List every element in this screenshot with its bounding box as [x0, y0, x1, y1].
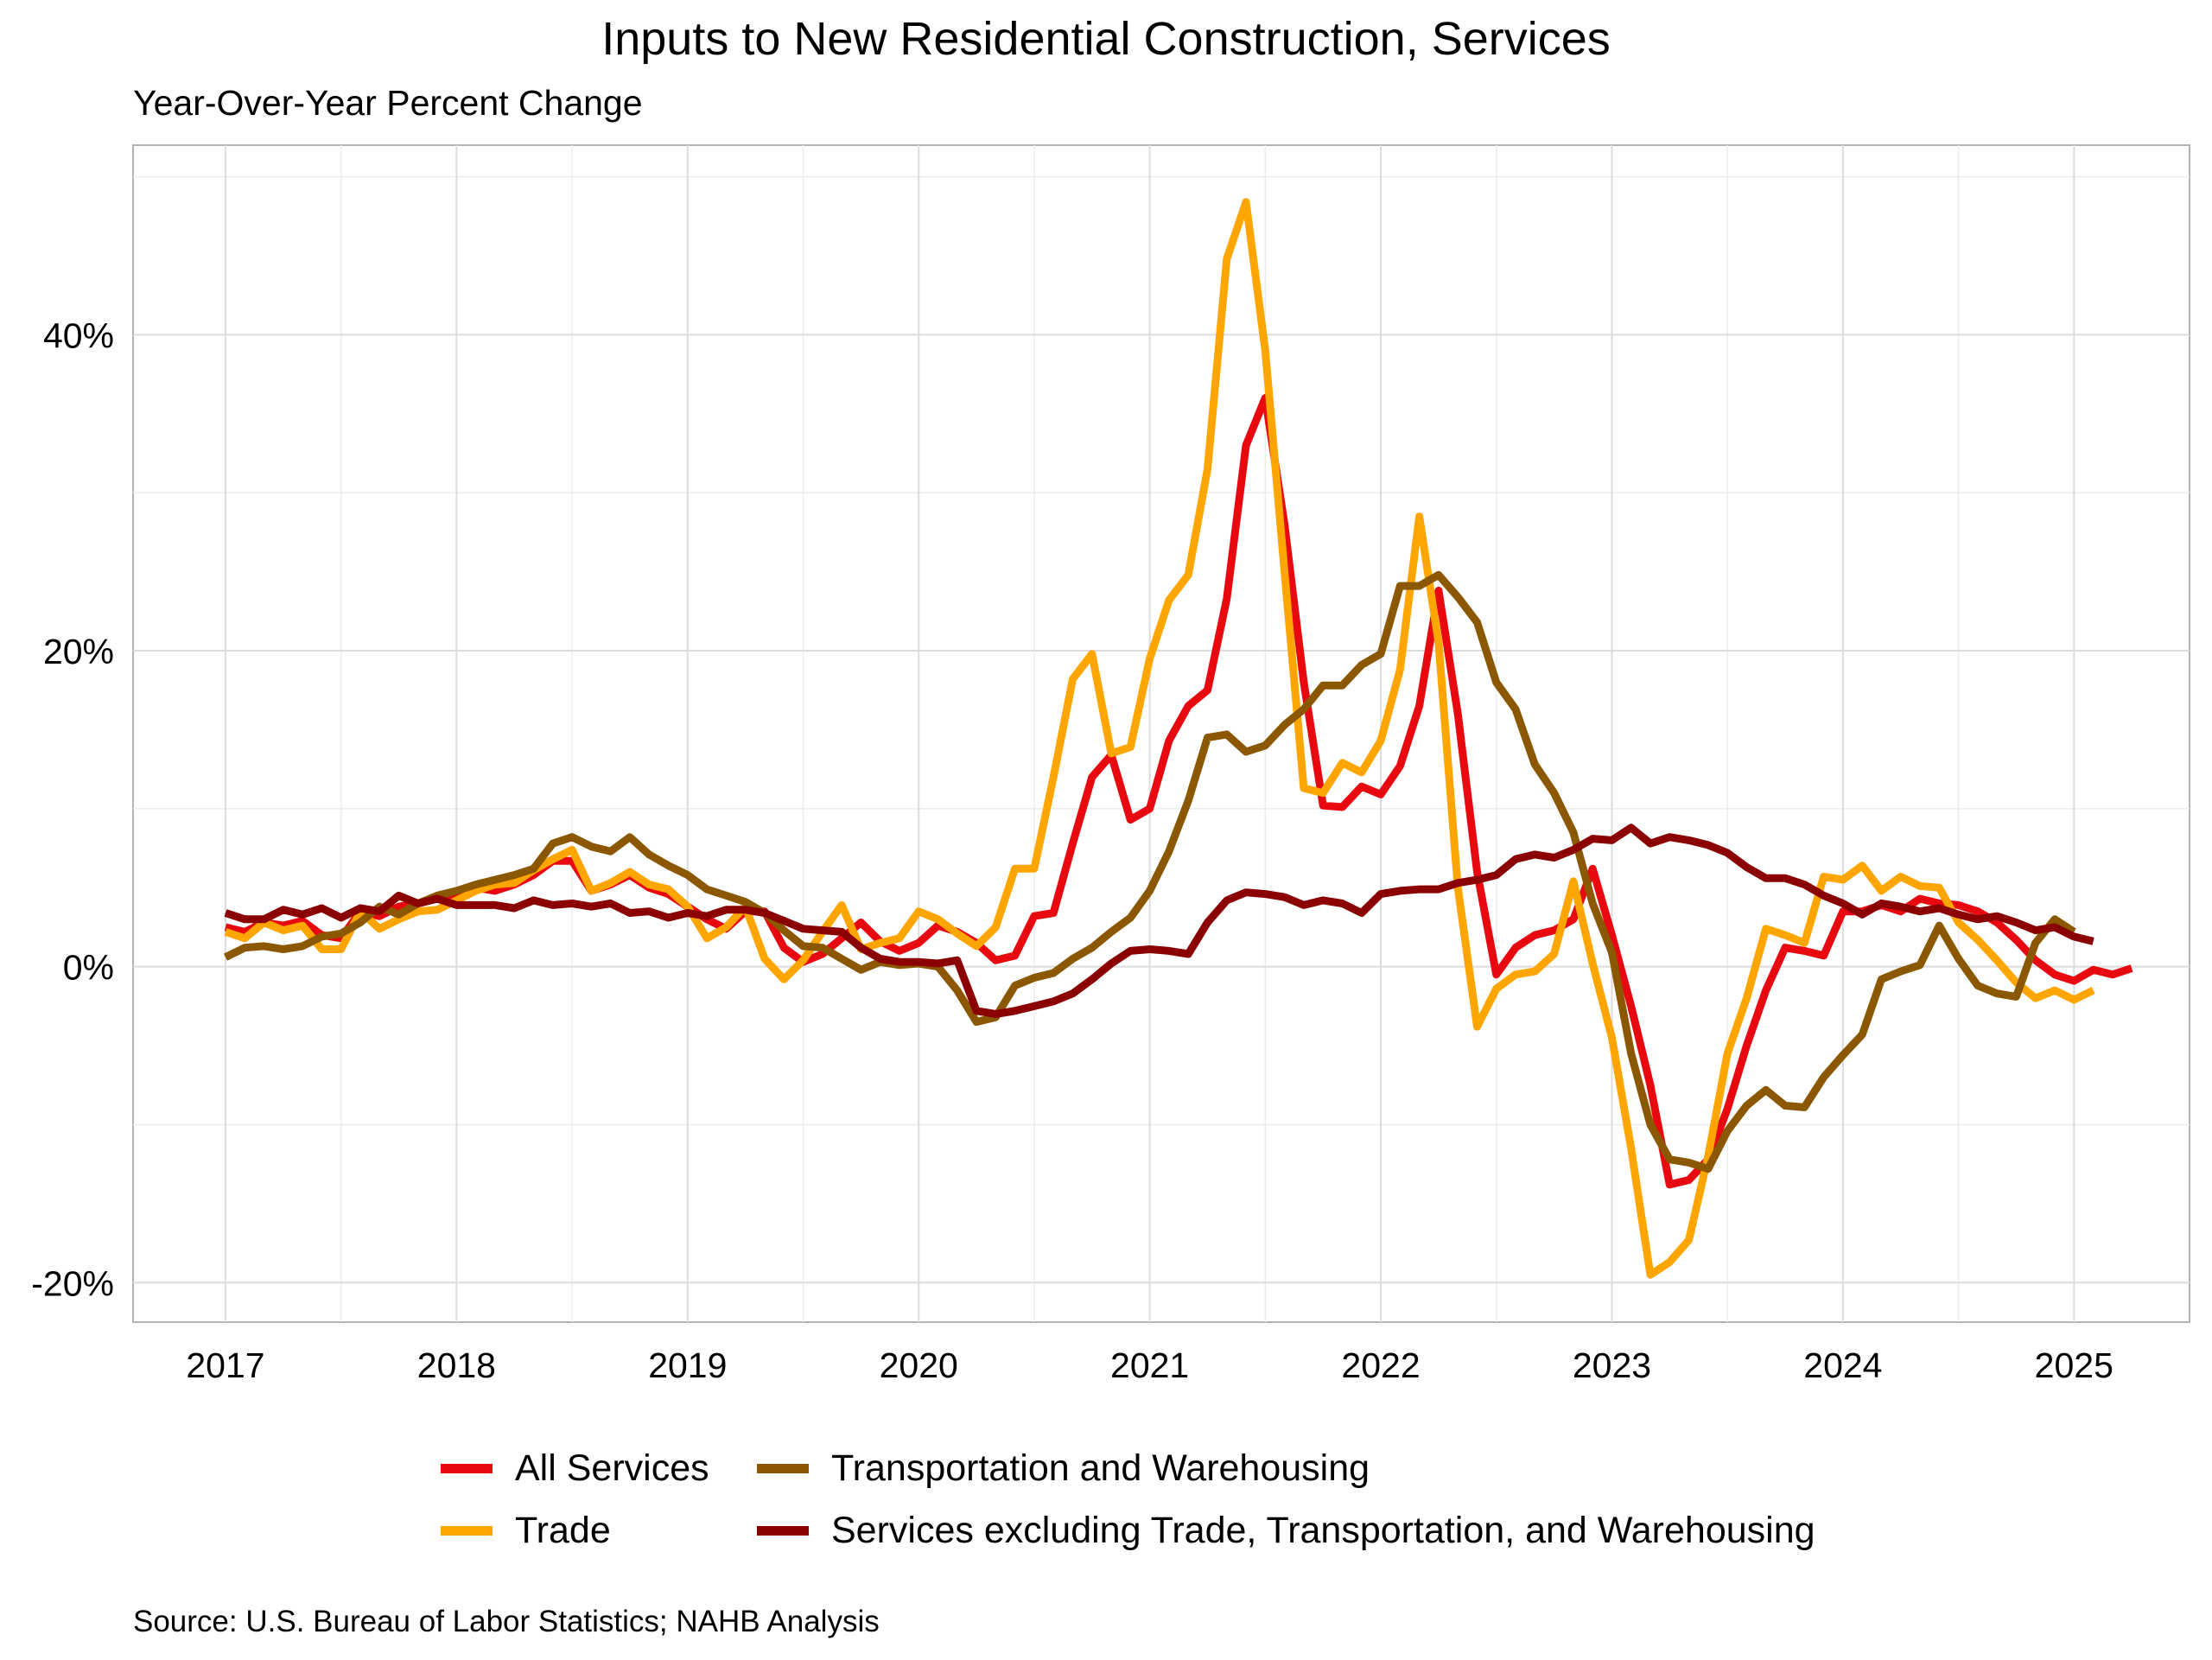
x-tick-label: 2022	[1341, 1345, 1420, 1385]
y-tick-label: 20%	[43, 632, 114, 671]
legend-item-trade: Trade	[441, 1510, 611, 1552]
legend-key-transportation	[757, 1464, 809, 1473]
x-tick-label: 2020	[880, 1345, 958, 1385]
x-axis-ticks: 2017 2018 2019 2020 2021 2022 2023 2024 2025	[186, 1345, 2113, 1385]
series-line-2	[224, 570, 2076, 1173]
x-tick-label: 2023	[1573, 1345, 1651, 1385]
x-tick-label: 2017	[186, 1345, 264, 1385]
grid-lines	[133, 145, 2190, 1322]
legend-key-all-services	[441, 1464, 493, 1473]
legend-label-transportation: Transportation and Warehousing	[831, 1447, 1370, 1489]
series-lines	[224, 198, 2133, 1279]
source-note: Source: U.S. Bureau of Labor Statistics;…	[133, 1605, 880, 1638]
legend-label-services-excluding: Services excluding Trade, Transportation…	[831, 1510, 1815, 1551]
legend-key-services-excluding	[757, 1526, 809, 1536]
series-line-3	[224, 824, 2094, 1018]
legend-item-all-services: All Services	[441, 1447, 709, 1490]
chart-subtitle: Year-Over-Year Percent Change	[133, 83, 643, 123]
legend-item-services-excluding: Services excluding Trade, Transportation…	[757, 1510, 1815, 1552]
legend-item-transportation: Transportation and Warehousing	[757, 1447, 1370, 1490]
x-tick-label: 2021	[1110, 1345, 1189, 1385]
legend-label-all-services: All Services	[515, 1447, 709, 1489]
y-tick-label: -20%	[31, 1263, 114, 1303]
x-tick-label: 2024	[1803, 1345, 1882, 1385]
legend: All Services Trade Transportation and Wa…	[441, 1447, 1996, 1577]
x-tick-label: 2025	[2035, 1345, 2113, 1385]
chart-title: Inputs to New Residential Construction, …	[601, 13, 1611, 65]
y-tick-label: 40%	[43, 315, 114, 355]
y-tick-label: 0%	[63, 948, 114, 988]
x-tick-label: 2019	[648, 1345, 727, 1385]
plot-panel	[132, 144, 2190, 1323]
y-axis-ticks: -20% 0% 20% 40%	[31, 315, 114, 1303]
legend-label-trade: Trade	[515, 1510, 611, 1551]
x-tick-label: 2018	[417, 1345, 496, 1385]
legend-key-trade	[441, 1526, 493, 1536]
